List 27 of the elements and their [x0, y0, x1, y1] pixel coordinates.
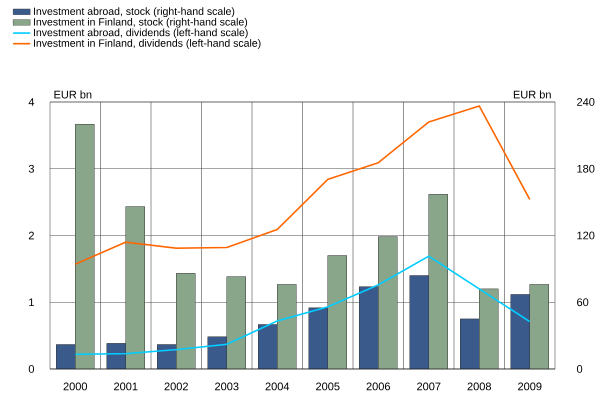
x-tick-label: 2003 [215, 382, 238, 390]
y2-axis-title: EUR bn [514, 90, 551, 98]
y-tick-label: 2 [28, 232, 34, 240]
legend-label: Investment in Finland, stock (right-hand scale) [34, 18, 248, 28]
x-tick-label: 2000 [64, 382, 88, 390]
y2-tick-label: 0 [576, 365, 582, 373]
line-series [74, 105, 531, 265]
y-axis-title: EUR bn [54, 90, 92, 98]
legend-label: Investment in Finland, dividends (left-hand scale) [34, 39, 261, 49]
x-tick-label: 2004 [266, 382, 290, 390]
y-tick-label: 1 [29, 298, 34, 306]
x-tick-label: 2008 [468, 382, 491, 390]
x-tick-label: 2005 [316, 382, 340, 390]
y-tick-label: 3 [28, 164, 34, 173]
y-tick-label: 4 [28, 98, 34, 106]
x-tick-label: 2002 [164, 382, 188, 390]
legend-label: Investment abroad, stock (right-hand scale) [34, 7, 234, 18]
y2-tick-label: 120 [577, 232, 594, 240]
x-tick-label: 2009 [518, 382, 542, 390]
y-tick-label: 0 [28, 365, 34, 373]
x-tick-label: 2006 [366, 382, 390, 390]
legend-label: Investment abroad, dividends (left-hand scale) [34, 28, 248, 38]
y2-tick-label: 180 [577, 164, 594, 173]
x-tick-label: 2001 [114, 382, 138, 390]
y2-tick-label: 240 [577, 98, 594, 106]
y2-tick-label: 60 [577, 298, 588, 306]
x-tick-label: 2007 [417, 382, 440, 390]
